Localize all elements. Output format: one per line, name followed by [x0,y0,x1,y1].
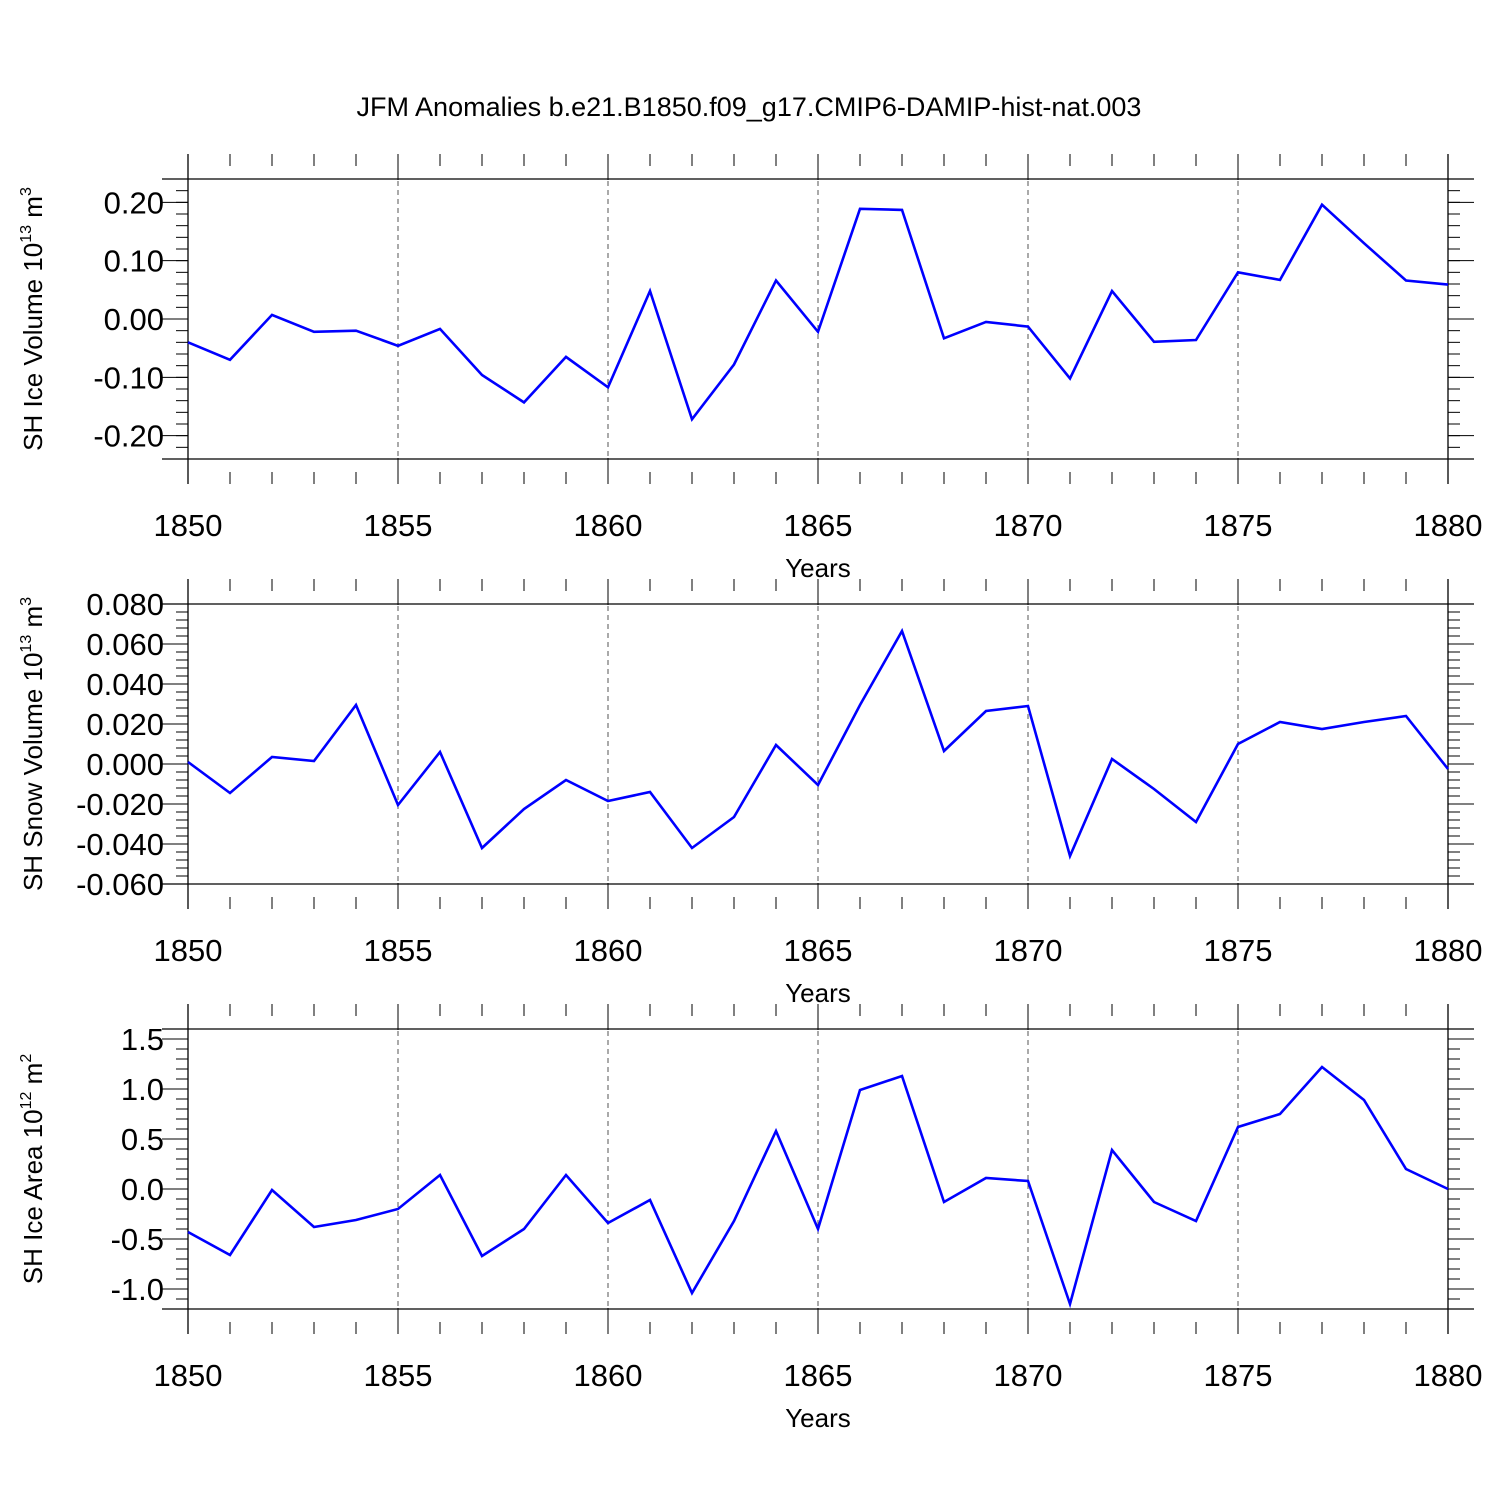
x-tick-label: 1875 [1204,1358,1273,1393]
y-tick-label: -0.020 [76,787,164,822]
y-tick-label: 1.5 [121,1022,164,1057]
y-tick-label: 0.000 [86,747,164,782]
y-axis-label: SH Snow Volume 1013 m3 [18,597,48,891]
x-tick-label: 1860 [574,508,643,543]
x-tick-label: 1870 [994,1358,1063,1393]
y-tick-label: -1.0 [111,1272,164,1307]
x-tick-label: 1850 [154,1358,223,1393]
y-tick-label: 0.040 [86,667,164,702]
x-tick-label: 1865 [784,933,853,968]
y-tick-label: -0.10 [93,360,164,395]
series-line-3 [187,1065,1449,1309]
x-tick-label: 1850 [154,508,223,543]
series-line-1 [187,202,1449,423]
x-tick-label: 1865 [784,1358,853,1393]
series-line-2 [187,627,1450,860]
y-tick-label: 0.060 [86,627,164,662]
y-tick-label: -0.5 [111,1222,164,1257]
x-tick-label: 1865 [784,508,853,543]
y-tick-label: 0.00 [104,302,164,337]
x-tick-label: 1880 [1414,1358,1483,1393]
y-tick-label: -0.060 [76,867,164,902]
x-tick-label: 1880 [1414,933,1483,968]
y-tick-label: 0.10 [104,244,164,279]
x-tick-label: 1855 [364,933,433,968]
x-axis-label: Years [785,553,851,583]
y-tick-label: 0.5 [121,1122,164,1157]
x-axis-label: Years [785,1403,851,1433]
x-tick-label: 1870 [994,508,1063,543]
y-tick-label: -0.20 [93,419,164,454]
x-tick-label: 1855 [364,1358,433,1393]
y-axis-label: SH Ice Volume 1013 m3 [18,187,48,451]
x-tick-label: 1870 [994,933,1063,968]
figure-title: JFM Anomalies b.e21.B1850.f09_g17.CMIP6-… [357,92,1142,122]
x-tick-label: 1875 [1204,508,1273,543]
y-axis-label: SH Ice Area 1012 m2 [18,1054,48,1285]
y-tick-label: -0.040 [76,827,164,862]
x-tick-label: 1860 [574,933,643,968]
x-tick-label: 1875 [1204,933,1273,968]
y-tick-label: 0.20 [104,185,164,220]
chart-panel-1: -0.20 -0.10 0.00 0.10 0.20 1850 1855 1860 1865 18… [18,154,1482,583]
y-tick-label: 1.0 [121,1072,164,1107]
y-tick-label: 0.080 [86,587,164,622]
y-tick-label: 0.020 [86,707,164,742]
x-tick-label: 1880 [1414,508,1483,543]
chart-panel-3: -1.0 -0.5 0.0 0.5 1.0 1.5 1850 1855 1860 1865 1870… [18,1004,1482,1433]
chart-panel-2: -0.060 -0.040 -0.020 0.000 0.020 0.040 0.060 0.… [18,579,1482,1008]
x-tick-label: 1855 [364,508,433,543]
x-axis-label: Years [785,978,851,1008]
x-tick-label: 1850 [154,933,223,968]
y-tick-label: 0.0 [121,1172,164,1207]
x-tick-label: 1860 [574,1358,643,1393]
